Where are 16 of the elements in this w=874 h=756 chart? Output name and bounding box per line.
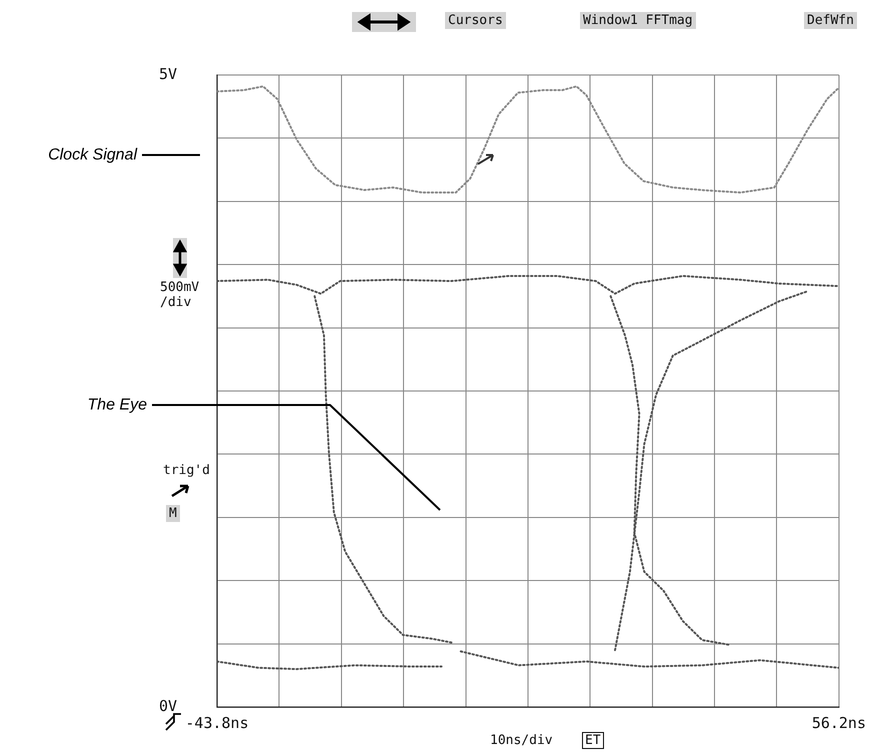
text: Clock Signal [48,146,138,164]
y-tick-label: 5V [158,64,177,83]
line-series [217,274,839,295]
text: 500mV /div [160,280,200,310]
text: The Eye [87,396,148,414]
y-tick-label: 0V [158,696,177,715]
text: ET [582,732,604,749]
text: Cursors [445,12,506,29]
text: trig'd [163,463,210,478]
x-tick-label: 56.2ns [812,714,866,732]
text: M [166,505,180,522]
line-series [314,295,452,644]
text: 10ns/div [490,733,553,748]
text: DefWfn [804,12,857,29]
text: Window1 FFTmag [580,12,696,29]
x-tick-label: -43.8ns [185,714,249,732]
